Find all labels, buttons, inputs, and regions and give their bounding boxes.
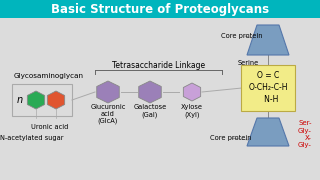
Text: Basic Structure of Proteoglycans: Basic Structure of Proteoglycans [51, 3, 269, 15]
Text: Tetrasaccharide Linkage: Tetrasaccharide Linkage [112, 60, 205, 69]
Text: Xylose
(Xyl): Xylose (Xyl) [181, 104, 203, 118]
Text: O = C: O = C [257, 71, 279, 80]
Polygon shape [97, 81, 119, 103]
Text: Galactose
(Gal): Galactose (Gal) [133, 104, 167, 118]
Polygon shape [183, 83, 201, 101]
Polygon shape [139, 81, 161, 103]
Text: Core protein: Core protein [221, 33, 262, 39]
Text: Glucuronic
acid
(GlcA): Glucuronic acid (GlcA) [90, 104, 126, 125]
Text: N-acetylated sugar: N-acetylated sugar [0, 135, 64, 141]
Text: Core protein: Core protein [210, 135, 252, 141]
FancyBboxPatch shape [241, 65, 295, 111]
Text: N-H: N-H [257, 96, 279, 105]
Polygon shape [47, 91, 65, 109]
Polygon shape [27, 91, 45, 109]
Polygon shape [247, 25, 289, 55]
Text: Glycosaminoglycan: Glycosaminoglycan [14, 73, 84, 79]
Text: n: n [17, 95, 23, 105]
Polygon shape [247, 118, 289, 146]
Text: Serine: Serine [238, 60, 259, 66]
Text: O-CH₂-C-H: O-CH₂-C-H [248, 84, 288, 93]
Text: Uronic acid: Uronic acid [31, 124, 69, 130]
FancyBboxPatch shape [0, 0, 320, 18]
Text: Ser-
Gly-
X-
Gly-: Ser- Gly- X- Gly- [298, 120, 312, 148]
